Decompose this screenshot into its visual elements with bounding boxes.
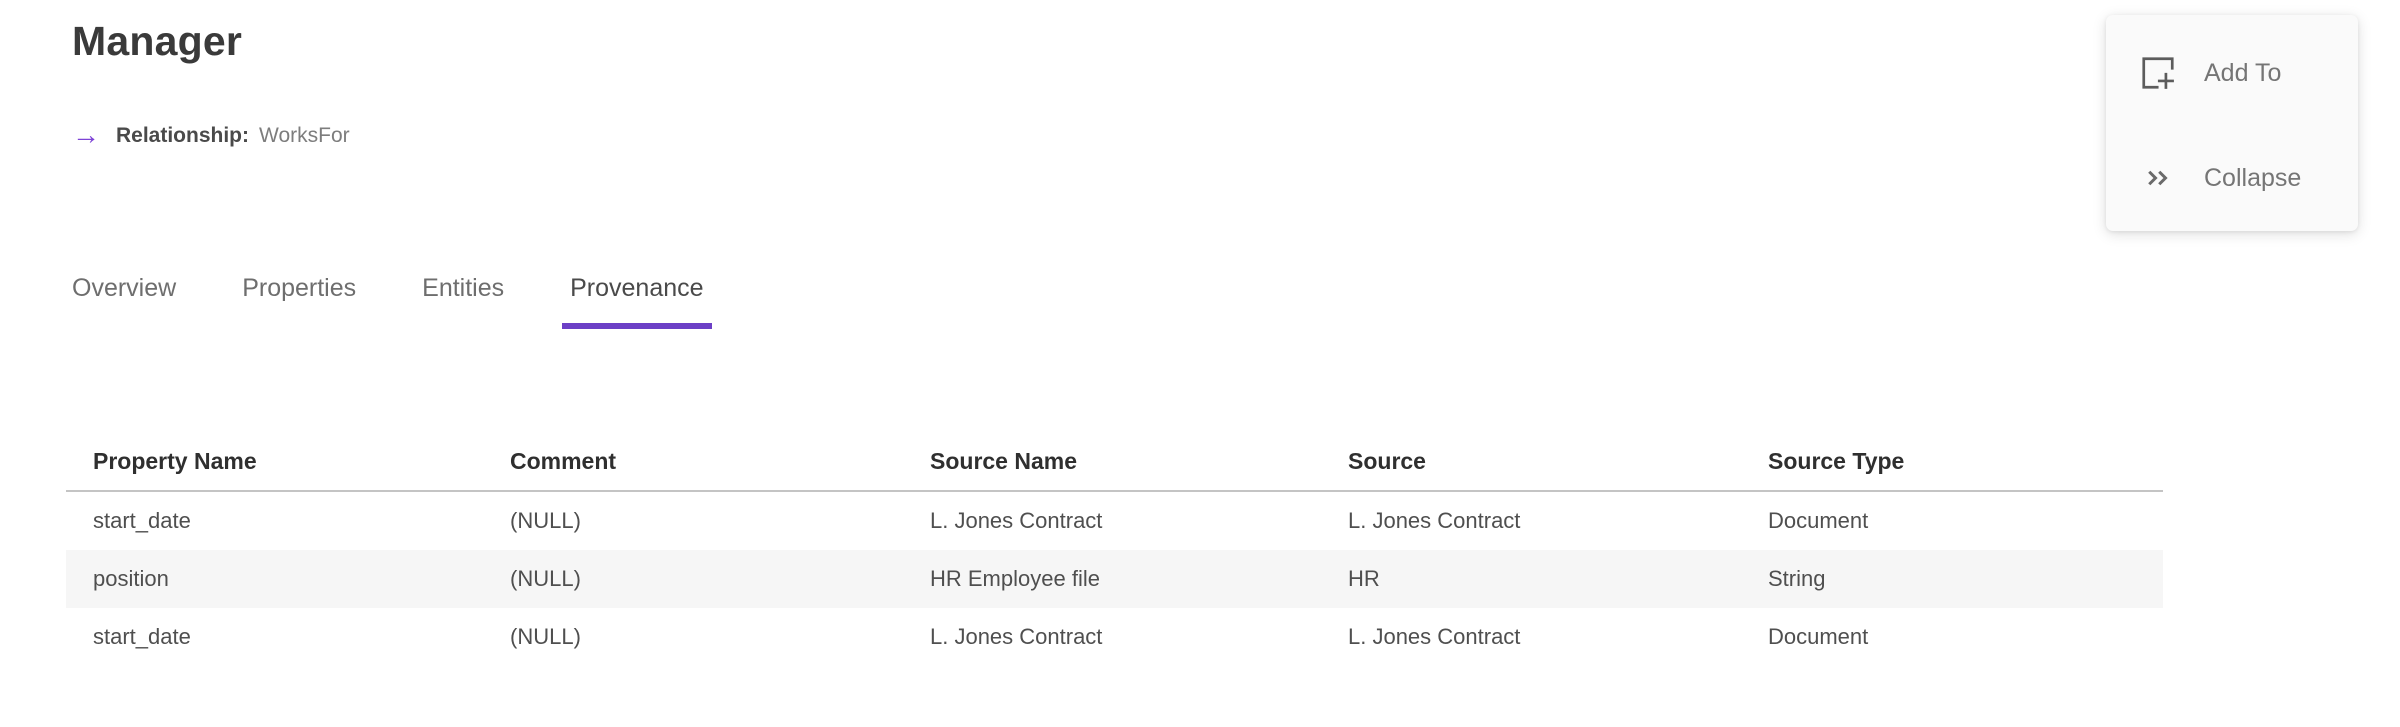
column-header-property-name: Property Name bbox=[66, 438, 483, 492]
table-row: start_date (NULL) L. Jones Contract L. J… bbox=[66, 608, 2163, 666]
table-row: start_date (NULL) L. Jones Contract L. J… bbox=[66, 491, 2163, 550]
relationship-value: WorksFor bbox=[259, 124, 350, 147]
double-chevron-right-icon bbox=[2138, 158, 2178, 198]
relationship-arrow-icon: → bbox=[72, 119, 100, 150]
cell-source: HR bbox=[1348, 566, 1380, 591]
relationship-label: Relationship: bbox=[116, 124, 250, 147]
cell-property-name: position bbox=[93, 566, 169, 591]
cell-source-type: Document bbox=[1768, 624, 1869, 649]
cell-source: L. Jones Contract bbox=[1348, 624, 1521, 649]
table-row: position (NULL) HR Employee file HR Stri… bbox=[66, 550, 2163, 608]
cell-source-name: L. Jones Contract bbox=[930, 508, 1103, 533]
column-header-comment: Comment bbox=[483, 438, 903, 492]
add-to-square-plus-icon bbox=[2138, 53, 2178, 93]
column-header-source-type: Source Type bbox=[1741, 438, 2163, 492]
tab-provenance[interactable]: Provenance bbox=[562, 274, 712, 329]
tab-overview[interactable]: Overview bbox=[72, 274, 177, 302]
tab-properties[interactable]: Properties bbox=[242, 274, 357, 302]
column-header-source-name: Source Name bbox=[903, 438, 1321, 492]
column-header-source: Source bbox=[1321, 438, 1741, 492]
cell-source-type: Document bbox=[1768, 508, 1869, 533]
page-title: Manager bbox=[72, 18, 243, 64]
collapse-label: Collapse bbox=[2204, 163, 2302, 192]
relationship-line: → Relationship: WorksFor bbox=[72, 119, 350, 150]
cell-source-name: HR Employee file bbox=[930, 566, 1100, 591]
cell-property-name: start_date bbox=[93, 508, 191, 533]
tab-entities[interactable]: Entities bbox=[422, 274, 505, 302]
provenance-table: Property Name Comment Source Name Source… bbox=[66, 438, 2163, 666]
collapse-button[interactable]: Collapse bbox=[2138, 158, 2301, 198]
cell-property-name: start_date bbox=[93, 624, 191, 649]
cell-comment: (NULL) bbox=[510, 508, 581, 533]
cell-source: L. Jones Contract bbox=[1348, 508, 1521, 533]
cell-comment: (NULL) bbox=[510, 624, 581, 649]
add-to-button[interactable]: Add To bbox=[2138, 53, 2281, 93]
cell-source-name: L. Jones Contract bbox=[930, 624, 1103, 649]
cell-comment: (NULL) bbox=[510, 566, 581, 591]
action-panel: Add To Collapse bbox=[2106, 15, 2358, 231]
cell-source-type: String bbox=[1768, 566, 1826, 591]
table-header-row: Property Name Comment Source Name Source… bbox=[66, 438, 2163, 492]
tab-bar: Overview Properties Entities Provenance bbox=[72, 274, 712, 329]
add-to-label: Add To bbox=[2204, 58, 2282, 87]
